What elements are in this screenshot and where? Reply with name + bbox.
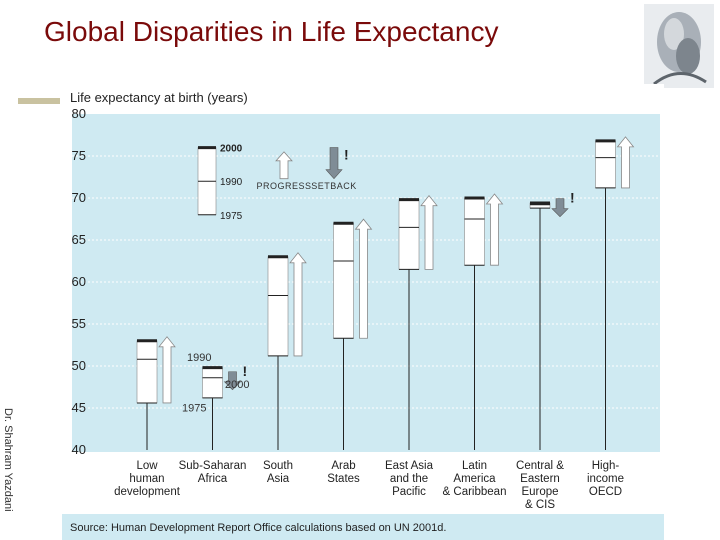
legend-year-label: 1990 xyxy=(220,177,243,188)
setback-exclamation: ! xyxy=(243,363,248,379)
y-tick-label: 50 xyxy=(72,358,86,373)
life-expectancy-chart: Life expectancy at birth (years) 40 45 50 5… xyxy=(62,84,664,540)
category-label: America xyxy=(453,473,496,485)
range-box xyxy=(398,199,420,270)
category-label: Pacific xyxy=(392,486,426,498)
slide-title: Global Disparities in Life Expectancy xyxy=(44,16,499,47)
legend-setback-arrow xyxy=(325,147,343,180)
progress-arrow xyxy=(354,218,373,339)
setback-arrow xyxy=(551,198,569,218)
y-tick-label: 55 xyxy=(72,316,86,331)
y-tick-label: 70 xyxy=(72,190,86,205)
callout-1975: 1975 xyxy=(182,402,206,414)
category-label: and the xyxy=(390,473,428,485)
category-label: development xyxy=(114,486,181,498)
y-tick-label: 75 xyxy=(72,148,86,163)
chart-source: Source: Human Development Report Office … xyxy=(70,522,446,534)
progress-arrow xyxy=(289,252,307,357)
category-label: Europe xyxy=(521,486,558,498)
legend-setback-label: SETBACK xyxy=(311,181,357,191)
range-box xyxy=(202,367,223,399)
category-label: OECD xyxy=(589,486,622,498)
category-label: Arab xyxy=(331,460,355,472)
category-label: High- xyxy=(592,460,620,472)
category-label: Latin xyxy=(462,460,487,472)
setback-exclamation: ! xyxy=(570,190,575,206)
source-bar xyxy=(62,514,664,540)
legend-year-label: 1975 xyxy=(220,211,243,222)
y-tick-label: 60 xyxy=(72,274,86,289)
category-label: & CIS xyxy=(525,499,555,511)
progress-arrow xyxy=(420,195,438,270)
category-label: Africa xyxy=(198,473,228,485)
range-box xyxy=(464,197,485,266)
category-label: States xyxy=(327,473,360,485)
progress-arrow xyxy=(485,193,504,266)
progress-arrow xyxy=(616,136,635,189)
category-label: human xyxy=(129,473,164,485)
category-label: & Caribbean xyxy=(443,486,507,498)
category-label: Sub-Saharan xyxy=(179,460,247,472)
legend-year-label: 2000 xyxy=(220,144,243,155)
callout-2000: 2000 xyxy=(225,379,249,391)
category-label: Low xyxy=(136,460,158,472)
range-box xyxy=(267,256,289,357)
legend-progress-arrow xyxy=(275,151,293,180)
side-credit: Dr. Shahram Yazdani xyxy=(2,408,14,512)
y-tick-label: 45 xyxy=(72,400,86,415)
callout-1990: 1990 xyxy=(187,352,211,364)
y-tick-label: 80 xyxy=(72,106,86,121)
legend-exclamation: ! xyxy=(344,146,349,162)
category-label: Eastern xyxy=(520,473,560,485)
chart-title: Life expectancy at birth (years) xyxy=(70,90,248,105)
legend-progress-label: PROGRESS xyxy=(256,181,311,191)
range-box xyxy=(595,140,616,189)
category-label: South xyxy=(263,460,293,472)
category-label: income xyxy=(587,473,624,485)
hand-logo-image xyxy=(644,4,714,88)
y-tick-label: 65 xyxy=(72,232,86,247)
progress-arrow xyxy=(158,336,176,404)
range-box xyxy=(136,340,158,404)
setback-arrow xyxy=(223,371,242,391)
y-tick-label: 40 xyxy=(72,442,86,457)
category-label: Asia xyxy=(267,473,290,485)
accent-bar xyxy=(18,98,60,104)
range-box xyxy=(333,222,354,339)
category-label: Central & xyxy=(516,460,564,472)
category-label: East Asia xyxy=(385,460,434,472)
